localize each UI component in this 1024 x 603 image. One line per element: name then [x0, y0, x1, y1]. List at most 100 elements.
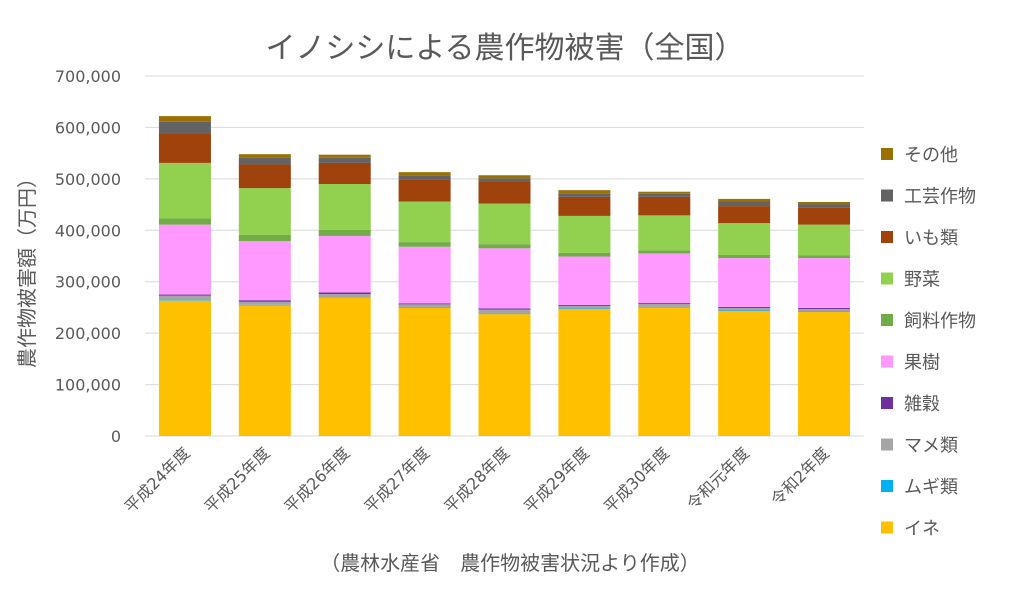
legend-swatch: [881, 480, 893, 492]
legend-label: いも類: [904, 228, 958, 249]
y-tick-label: 300,000: [55, 273, 121, 292]
legend-label: その他: [904, 145, 958, 166]
bar-segment: [718, 206, 771, 224]
bar-segment: [238, 301, 291, 305]
legend-swatch: [881, 314, 893, 326]
x-axis-ticks: 平成24年度 平成25年度 平成26年度 平成27年度 平成28年度 平成29年度 平成30…: [121, 443, 833, 516]
bar-segment: [638, 250, 691, 254]
bar-segment: [318, 184, 371, 230]
bar-segment: [638, 215, 691, 251]
bar-segment: [798, 255, 851, 259]
bar-segment: [398, 172, 451, 176]
bar-segment: [238, 304, 291, 306]
bar-segment: [558, 305, 611, 309]
legend-swatch: [881, 189, 893, 202]
bar-segment: [798, 312, 851, 436]
bar-segment: [638, 191, 691, 194]
y-tick-label: 100,000: [55, 376, 121, 395]
bar-segment: [638, 307, 691, 436]
chart-title: イノシシによる農作物被害（全国）: [265, 31, 744, 66]
bar-segment: [718, 306, 771, 308]
bar-segment: [798, 307, 851, 309]
bar-segment: [398, 307, 451, 436]
bar-segment: [158, 218, 211, 225]
bar-segment: [238, 300, 291, 302]
bar-segment: [158, 116, 211, 122]
legend-label: 果樹: [904, 353, 940, 374]
x-tick-label: 平成29年度: [520, 443, 593, 516]
bar-segment: [798, 311, 851, 313]
bar-segment: [798, 258, 851, 308]
bar-segment: [478, 314, 531, 436]
bar-segment: [318, 229, 371, 236]
bar-segment: [318, 157, 371, 163]
bar-segment: [158, 162, 211, 219]
bar-segment: [798, 224, 851, 256]
source-note: （農林水産省 農作物被害状況より作成）: [320, 551, 700, 575]
y-tick-label: 400,000: [55, 221, 121, 240]
bar-segment: [718, 311, 771, 436]
x-tick-label: 令和2年度: [767, 443, 833, 509]
bar-segment: [478, 203, 531, 245]
bar-segment: [798, 204, 851, 208]
legend-label: 雑穀: [904, 394, 940, 415]
y-tick-label: 0: [111, 427, 121, 446]
bar-segment: [478, 248, 531, 309]
bar-segment: [238, 164, 291, 189]
y-axis-ticks: 0 100,000 200,000 300,000 400,000 500,000 600,…: [55, 67, 121, 446]
legend-swatch: [881, 148, 893, 160]
bar-segment: [718, 201, 771, 207]
x-tick-label: 平成25年度: [201, 443, 274, 516]
legend-swatch: [881, 272, 893, 285]
x-tick-label: 平成27年度: [360, 443, 433, 516]
bar-segment: [318, 235, 371, 293]
bar-segment: [478, 313, 531, 315]
bar-segment: [238, 305, 291, 436]
y-axis-title: 農作物被害額（万円）: [15, 168, 39, 368]
bar-segment: [558, 304, 611, 306]
bar-segment: [158, 300, 211, 436]
legend-swatch: [881, 438, 893, 451]
x-tick-label: 令和元年度: [683, 443, 753, 513]
bar-segment: [158, 300, 211, 301]
bar-segment: [558, 196, 611, 216]
bar-segment: [158, 121, 211, 134]
bar-segment: [638, 196, 691, 216]
legend-swatch: [881, 231, 893, 243]
bar-segment: [398, 304, 451, 308]
bar-segment: [398, 179, 451, 202]
bar-segment: [478, 178, 531, 182]
bar-segment: [718, 254, 771, 259]
bar-segment: [718, 198, 771, 202]
y-tick-label: 600,000: [55, 118, 121, 137]
bar-segment: [638, 193, 691, 197]
bar-segment: [158, 133, 211, 163]
bar-segment: [318, 294, 371, 298]
x-tick-label: 平成28年度: [440, 443, 513, 516]
bar-segment: [238, 241, 291, 301]
bar-segment: [718, 258, 771, 307]
bar-segment: [478, 244, 531, 249]
legend-label: 飼料作物: [904, 311, 976, 332]
bar-segment: [158, 295, 211, 301]
bar-segment: [798, 207, 851, 225]
bar-segment: [318, 297, 371, 298]
bar-segment: [238, 188, 291, 235]
bar-segment: [158, 294, 211, 296]
x-tick-label: 平成26年度: [280, 443, 353, 516]
legend-swatch: [881, 397, 893, 409]
x-tick-label: 平成30年度: [600, 443, 673, 516]
bar-segment: [398, 175, 451, 180]
bar-segment: [638, 253, 691, 303]
bar-segment: [238, 157, 291, 165]
legend-label: 工芸作物: [904, 187, 976, 208]
legend-label: イネ: [904, 519, 940, 540]
bar-segment: [238, 234, 291, 242]
bar-segment: [558, 256, 611, 305]
legend-label: ムギ類: [904, 477, 958, 498]
bar-segment: [398, 246, 451, 304]
bar-segment: [158, 224, 211, 295]
bar-segment: [638, 302, 691, 304]
